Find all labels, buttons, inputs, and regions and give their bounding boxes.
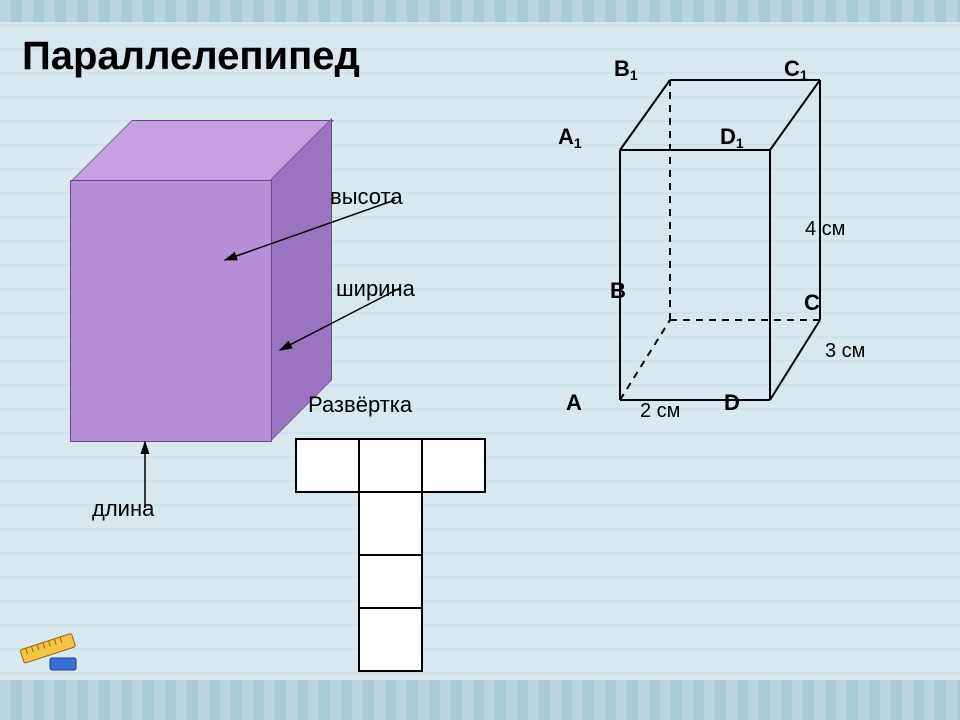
watermark: MyShared [862,693,948,714]
vertex-C: C [804,290,820,316]
label-net: Развёртка [308,392,412,418]
vertex-A: A [566,390,582,416]
dim-cc1: 4 см [805,218,845,241]
vertex-B1: B1 [614,56,638,83]
label-length: длина [92,496,154,522]
ruler-icon [16,630,86,674]
cuboid-front-face [70,180,272,442]
vertex-A1: A1 [558,124,582,151]
dim-dc: 3 см [825,340,865,363]
label-width: ширина [336,276,415,302]
vertex-C1: C1 [784,56,808,83]
page-title: Параллелепипед [22,34,360,79]
solid-cuboid [70,120,330,440]
label-height: высота [330,184,403,210]
vertex-D: D [724,390,740,416]
dim-ad: 2 см [640,400,680,423]
vertex-B: B [610,278,626,304]
vertex-D1: D1 [720,124,744,151]
